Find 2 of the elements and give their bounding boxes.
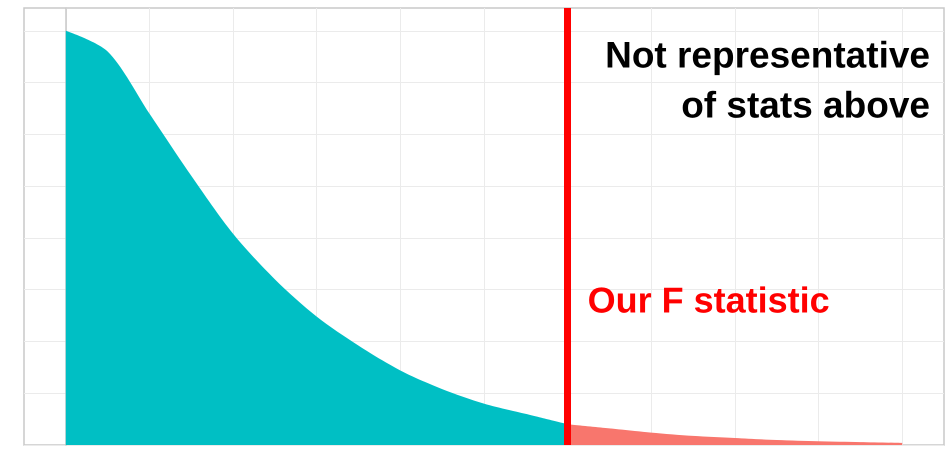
annotation: Our F statistic <box>588 280 830 321</box>
annotation: Not representative of stats above <box>605 34 930 126</box>
